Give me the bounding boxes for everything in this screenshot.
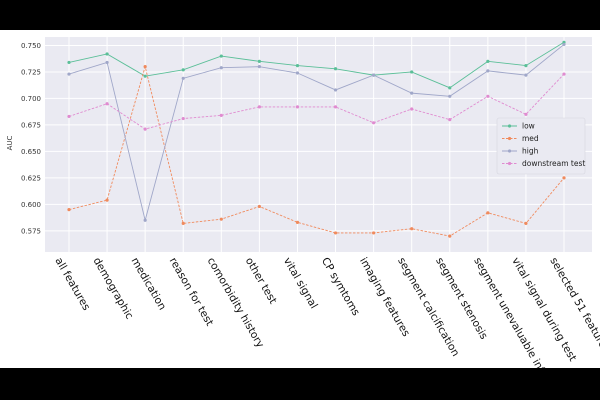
data-point: [257, 105, 261, 109]
data-point: [410, 91, 414, 95]
data-point: [181, 116, 185, 121]
data-point: [524, 63, 528, 68]
figure-frame: 0.575 0.600 0.625 0.650 0.675 0.700 0.725 0.750…: [0, 30, 600, 368]
data-point: [105, 60, 109, 65]
data-point: [181, 76, 185, 80]
y-tick-label: 0.725: [21, 68, 41, 76]
y-axis-label: AUC: [6, 135, 14, 150]
data-point: [524, 221, 528, 226]
data-point: [372, 231, 376, 235]
x-axis-ticks: all featuresdemographicmedicationreason …: [52, 256, 600, 369]
data-point: [219, 217, 223, 221]
data-point: [143, 65, 147, 69]
data-point: [257, 65, 261, 69]
data-point: [333, 88, 338, 92]
data-point: [486, 94, 490, 98]
series-downstream-test: [67, 72, 566, 131]
y-tick-label: 0.600: [21, 201, 41, 209]
data-point: [486, 59, 490, 63]
y-tick-label: 0.750: [21, 42, 41, 50]
x-tick-label: vital signal: [281, 256, 320, 311]
data-point: [295, 71, 300, 75]
legend: low med high downstream test: [496, 117, 586, 175]
data-point: [257, 204, 261, 209]
y-axis-ticks: 0.575 0.600 0.625 0.650 0.675 0.700 0.725 0.750: [21, 42, 41, 235]
series-med: [67, 64, 566, 238]
x-tick-label: medication: [129, 256, 169, 313]
x-tick-label: demographic: [90, 256, 135, 322]
data-point: [181, 221, 185, 226]
data-point: [67, 72, 71, 76]
data-point: [562, 42, 566, 47]
data-point: [524, 73, 528, 77]
legend-marker: [507, 149, 512, 153]
data-point: [105, 102, 109, 106]
data-point: [448, 118, 452, 122]
y-tick-label: 0.675: [21, 121, 41, 129]
data-point: [333, 231, 338, 235]
x-tick-label: other test: [243, 256, 279, 307]
data-point: [562, 176, 566, 180]
legend-label: low: [522, 122, 535, 131]
legend-marker: [507, 124, 512, 128]
data-point: [67, 60, 71, 65]
data-point: [448, 94, 452, 98]
legend-marker: [507, 161, 512, 166]
data-point: [486, 69, 490, 73]
data-point: [372, 121, 376, 125]
data-point: [486, 211, 490, 215]
data-point: [67, 114, 71, 119]
series-lines: [67, 40, 566, 238]
data-point: [562, 72, 566, 76]
x-tick-label: CP symtoms: [319, 256, 362, 318]
data-point: [372, 73, 376, 77]
data-point: [410, 227, 414, 231]
legend-label: high: [522, 147, 539, 156]
data-point: [219, 54, 223, 58]
y-tick-label: 0.700: [21, 95, 41, 103]
data-point: [295, 63, 300, 68]
legend-label: downstream test: [522, 159, 585, 168]
data-point: [448, 234, 452, 238]
data-point: [105, 198, 109, 202]
data-point: [143, 127, 147, 131]
data-point: [333, 105, 338, 109]
data-point: [219, 113, 223, 117]
data-point: [410, 70, 414, 74]
data-point: [181, 68, 185, 72]
data-point: [143, 74, 147, 78]
data-point: [295, 220, 300, 224]
y-tick-label: 0.625: [21, 174, 41, 182]
legend-marker: [507, 136, 512, 141]
series-line: [68, 41, 565, 89]
legend-label: med: [522, 134, 539, 143]
series-line: [68, 64, 565, 237]
series-high: [67, 42, 566, 222]
line-chart: 0.575 0.600 0.625 0.650 0.675 0.700 0.725 0.750…: [6, 37, 600, 369]
legend-box: [496, 117, 586, 175]
x-tick-label: segment unevaluable info: [471, 256, 550, 369]
data-point: [333, 67, 338, 71]
data-point: [524, 112, 528, 116]
series-line: [68, 44, 565, 221]
x-tick-label: all features: [52, 256, 92, 313]
data-point: [105, 52, 109, 56]
y-tick-label: 0.650: [21, 148, 41, 156]
data-point: [410, 107, 414, 111]
data-point: [295, 105, 300, 109]
y-tick-label: 0.575: [21, 227, 41, 235]
data-point: [143, 218, 147, 222]
data-point: [67, 208, 71, 212]
data-point: [219, 66, 223, 70]
data-point: [257, 59, 261, 63]
series-line: [68, 73, 565, 130]
data-point: [448, 86, 452, 90]
